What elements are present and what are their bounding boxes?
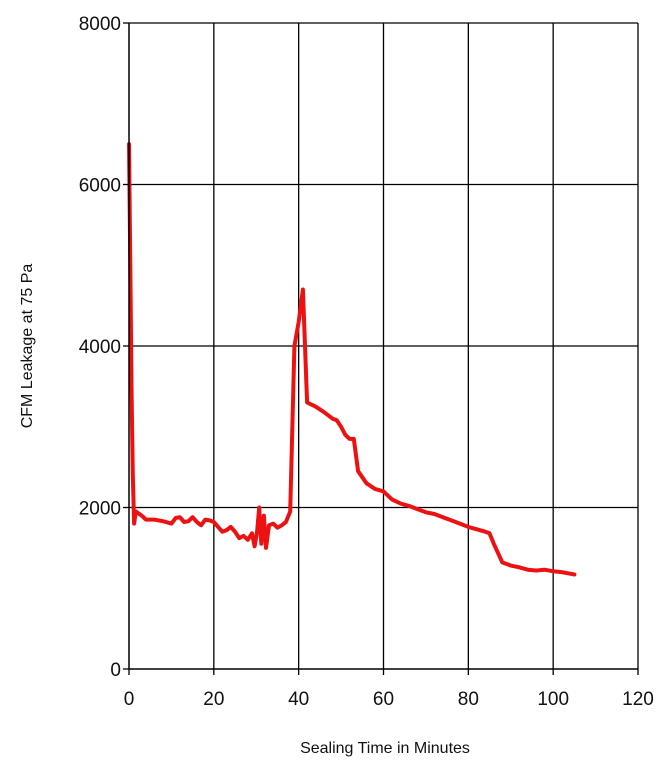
y-tick-label: 6000: [79, 176, 121, 197]
x-tick-label: 60: [373, 689, 394, 710]
x-tick-label: 0: [124, 689, 135, 710]
x-tick-label: 100: [537, 689, 569, 710]
x-tick-label: 80: [458, 689, 479, 710]
grid-lines: [129, 22, 639, 669]
x-tick-label: 120: [622, 689, 654, 710]
y-tick-label: 8000: [79, 14, 121, 35]
y-tick-label: 4000: [79, 337, 121, 358]
axes: [123, 22, 639, 675]
series-line-0: [127, 142, 577, 577]
tick-labels: 0 20 40 60 80 100 120 0 2000 4000 6000 8000: [79, 14, 654, 710]
y-tick-label: 2000: [79, 499, 121, 520]
y-axis-title: CFM Leakage at 75 Pa: [19, 264, 36, 429]
y-tick-label: 0: [110, 660, 121, 681]
x-tick-label: 40: [288, 689, 309, 710]
x-tick-label: 20: [203, 689, 224, 710]
series-layer: [127, 142, 577, 577]
x-axis-title: Sealing Time in Minutes: [300, 740, 470, 757]
